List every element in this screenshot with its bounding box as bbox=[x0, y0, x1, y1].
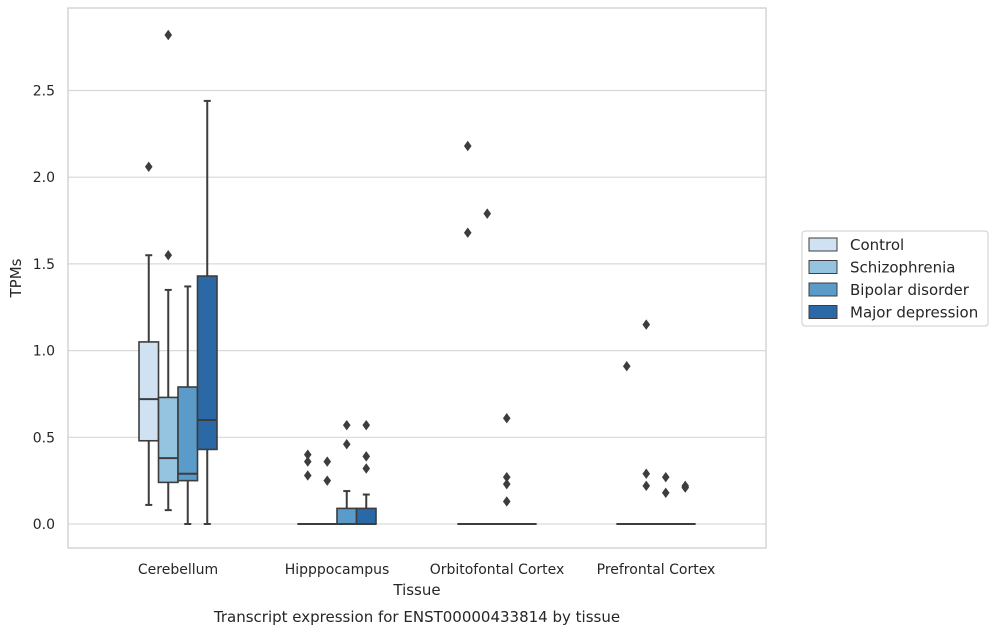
outlier-point bbox=[362, 451, 371, 462]
y-tick-label: 1.0 bbox=[33, 344, 55, 360]
outlier-point bbox=[164, 250, 173, 261]
x-tick-label: Hipppocampus bbox=[285, 562, 390, 578]
legend: Control Schizophrenia Bipolar disorder Majo… bbox=[801, 230, 989, 327]
x-tick-labels: Cerebellum Hipppocampus Orbitofontal Corte… bbox=[138, 562, 715, 578]
outlier-point bbox=[463, 140, 472, 152]
box-iqr bbox=[177, 386, 199, 482]
outlier-point bbox=[323, 456, 332, 467]
box-major-depression bbox=[196, 99, 218, 525]
box-iqr bbox=[157, 396, 179, 484]
legend-frame bbox=[801, 230, 989, 327]
outlier-point bbox=[303, 470, 312, 481]
box-iqr bbox=[355, 507, 377, 525]
outlier-point bbox=[502, 478, 511, 490]
legend-swatch bbox=[808, 305, 838, 319]
legend-swatch bbox=[808, 237, 838, 252]
outlier-point bbox=[483, 208, 492, 219]
x-axis-title: Tissue bbox=[392, 581, 440, 599]
outlier-point bbox=[303, 449, 312, 460]
legend-label: Major depression bbox=[850, 304, 978, 322]
outlier-point bbox=[362, 419, 371, 431]
outlier-point bbox=[362, 463, 371, 474]
legend-label: Schizophrenia bbox=[850, 259, 955, 277]
box-iqr bbox=[336, 507, 358, 525]
y-tick-label: 2.0 bbox=[33, 170, 55, 186]
x-tick-label: Cerebellum bbox=[138, 562, 218, 578]
outlier-point bbox=[342, 419, 351, 431]
y-tick-labels: 0.0 0.5 1.0 1.5 2.0 2.5 bbox=[33, 84, 55, 534]
outlier-point bbox=[164, 29, 173, 41]
box-iqr bbox=[138, 341, 160, 442]
outlier-point bbox=[323, 475, 332, 486]
outlier-point bbox=[622, 361, 631, 372]
outlier-point bbox=[681, 480, 690, 492]
x-tick-label: Prefrontal Cortex bbox=[597, 562, 716, 578]
y-tick-label: 0.5 bbox=[33, 430, 55, 446]
outlier-point bbox=[502, 496, 511, 507]
y-tick-label: 1.5 bbox=[33, 257, 55, 273]
y-axis-title: TPMs bbox=[7, 258, 25, 298]
outlier-point bbox=[642, 319, 651, 330]
legend-label: Bipolar disorder bbox=[850, 281, 970, 299]
chart-caption: Transcript expression for ENST0000043381… bbox=[213, 608, 620, 626]
box-bipolar-disorder bbox=[177, 285, 199, 525]
outlier-point bbox=[144, 161, 153, 172]
legend-swatch bbox=[808, 282, 838, 297]
y-tick-label: 0.0 bbox=[33, 517, 55, 533]
outlier-point bbox=[642, 468, 651, 479]
box-iqr bbox=[196, 275, 218, 451]
legend-swatch bbox=[808, 260, 838, 274]
outlier-point bbox=[661, 487, 670, 498]
x-tick-label: Orbitofontal Cortex bbox=[430, 562, 565, 578]
outlier-point bbox=[642, 480, 651, 492]
outlier-point bbox=[661, 471, 670, 483]
box-major-depression bbox=[355, 493, 377, 525]
outlier-point bbox=[303, 456, 312, 467]
outlier-point bbox=[502, 471, 511, 483]
outlier-point bbox=[463, 227, 472, 238]
outlier-point bbox=[502, 413, 511, 424]
box-control bbox=[138, 254, 160, 506]
legend-label: Control bbox=[850, 236, 904, 254]
outliers bbox=[144, 29, 690, 507]
plot-frame bbox=[67, 7, 767, 549]
outlier-point bbox=[342, 439, 351, 450]
y-tick-label: 2.5 bbox=[33, 84, 55, 100]
boxes bbox=[138, 99, 696, 525]
